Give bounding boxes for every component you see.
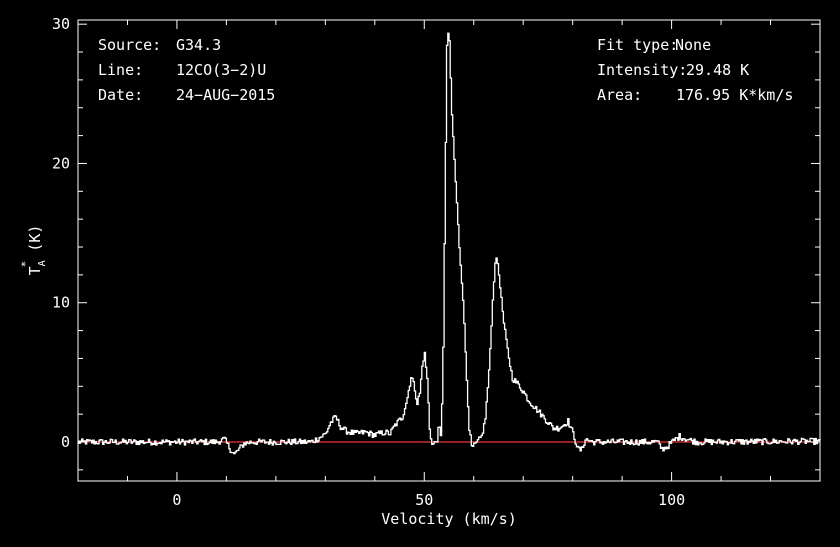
y-axis-label-unit: (K) — [26, 225, 44, 261]
y-tick-label: 30 — [52, 15, 70, 33]
info-right-key-3: Area: — [597, 86, 642, 104]
info-right-key-1: Fit type: — [597, 36, 678, 54]
info-left-key-3: Date: — [98, 86, 143, 104]
info-left-value-1: G34.3 — [176, 36, 221, 54]
info-left-value-3: 24−AUG−2015 — [176, 86, 275, 104]
info-right-value-3: 176.95 K*km/s — [676, 86, 793, 104]
y-tick-label: 0 — [61, 433, 70, 451]
info-left-key-1: Source: — [98, 36, 161, 54]
y-tick-label: 10 — [52, 294, 70, 312]
info-right: Fit type: None Intensity: 29.48 K Area: … — [597, 36, 793, 104]
info-right-key-2: Intensity: — [597, 61, 687, 79]
axes-frame — [77, 19, 821, 482]
spectrum-line — [78, 32, 821, 455]
info-left-key-2: Line: — [98, 61, 143, 79]
x-tick-label: 50 — [415, 491, 433, 509]
info-left-value-2: 12CO(3−2)U — [176, 61, 266, 79]
y-axis-label-sub: A — [37, 260, 48, 266]
y-axis-label-main: T — [26, 266, 44, 275]
x-tick-label: 100 — [658, 491, 685, 509]
y-tick-label: 20 — [52, 154, 70, 172]
x-tick-label: 0 — [172, 491, 181, 509]
info-right-value-2: 29.48 K — [686, 61, 749, 79]
y-axis-label: TA * (K) — [19, 225, 48, 276]
y-axis-label-sup: * — [19, 261, 32, 268]
info-left: Source: G34.3 Line: 12CO(3−2)U Date: 24−… — [98, 36, 275, 104]
info-right-value-1: None — [675, 36, 711, 54]
x-axis-label: Velocity (km/s) — [381, 510, 516, 528]
